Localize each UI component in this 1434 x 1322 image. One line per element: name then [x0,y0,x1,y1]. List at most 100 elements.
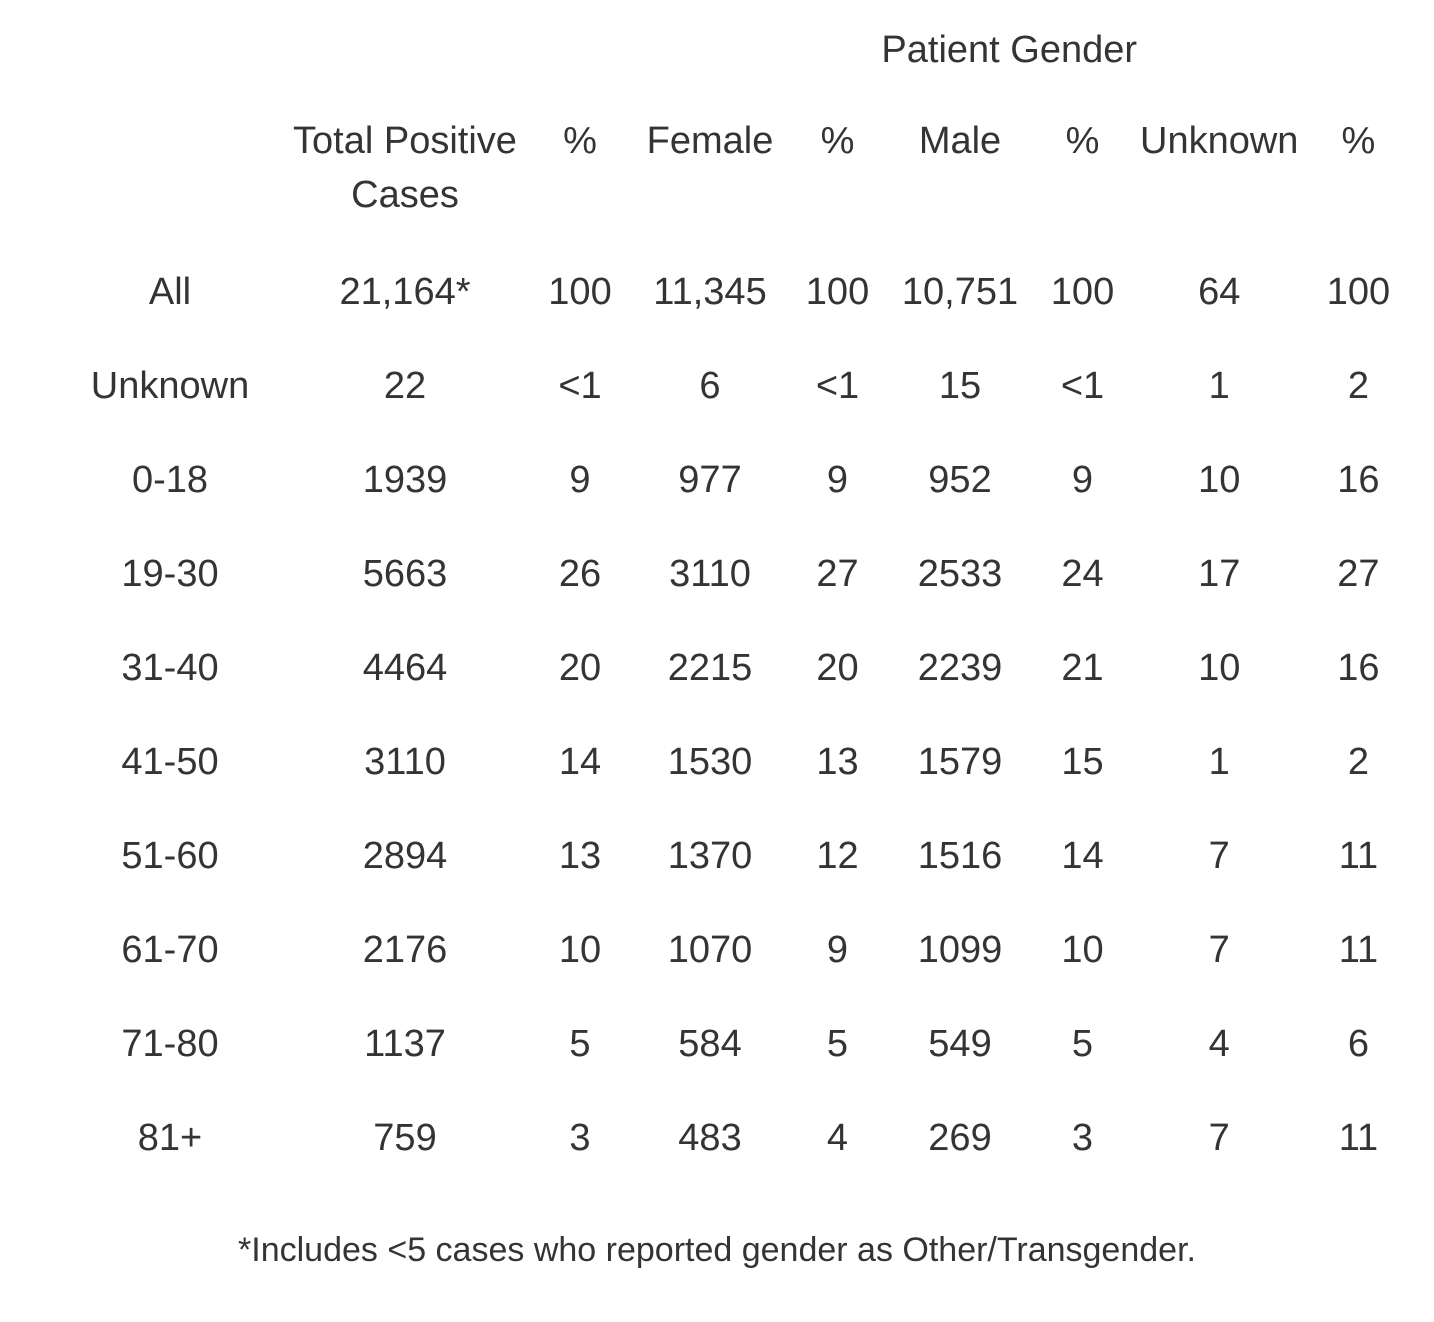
table-cell: 2239 [917,647,1003,689]
column-header-female: Female [646,120,774,162]
table-cell: 64 [1198,271,1241,313]
table-cell: 17 [1198,553,1241,595]
table-cell: 10 [1198,459,1241,501]
table-cell: 952 [928,459,992,501]
table-row: 51-60 2894 13 1370 12 1516 14 7 11 [50,809,1418,903]
table-cell: 584 [678,1023,742,1065]
table-cell: 100 [805,271,870,313]
table-cell: 21 [1061,647,1104,689]
row-label: 51-60 [121,835,219,877]
table-row: All 21,164* 100 11,345 100 10,751 100 64 100 [50,245,1418,339]
table-title: Patient Gender [881,29,1138,71]
table-cell: 1 [1208,365,1230,407]
column-header-unknown: Unknown [1140,120,1299,162]
table-cell: 549 [928,1023,992,1065]
row-label: 0-18 [131,459,209,501]
table-cell: 100 [1050,271,1115,313]
table-cell: 10 [1061,929,1104,971]
table-cell: 11,345 [653,271,767,313]
table-cell: 2176 [362,929,448,971]
table-cell: 5 [1071,1023,1094,1065]
table-cell: 2533 [917,553,1003,595]
table-header: Patient Gender Total Positive Cases % Fe… [50,0,1418,245]
table-cell: 100 [548,271,612,313]
row-label: 31-40 [121,647,219,689]
table-cell: <1 [558,365,602,407]
table-cell: 5 [826,1023,849,1065]
table-cell: 3110 [669,553,751,595]
table-cell: 16 [1337,647,1380,689]
column-header-unknown-pct: % [1341,120,1376,162]
table-cell: 1579 [917,741,1003,783]
table-cell: 13 [558,835,602,877]
table-cell: 4 [1208,1023,1230,1065]
table-row: 0-18 1939 9 977 9 952 9 10 16 [50,433,1418,527]
table-cell: 20 [816,647,859,689]
table-cell: <1 [815,365,860,407]
footnote: *Includes <5 cases who reported gender a… [238,1231,1196,1269]
table-cell: 4 [826,1117,849,1159]
row-label: 61-70 [121,929,219,971]
table-cell: 9 [1071,459,1094,501]
table-cell: 6 [699,365,721,407]
row-label: Unknown [90,365,250,407]
table-cell: 24 [1061,553,1104,595]
table-row: 71-80 1137 5 584 5 549 5 4 6 [50,997,1418,1091]
table-cell: 3 [569,1117,591,1159]
table-cell: 22 [383,365,427,407]
table-body: All 21,164* 100 11,345 100 10,751 100 64 100 Unkn… [50,245,1418,1185]
column-header-total-line2: Cases [351,174,459,216]
table-row: 41-50 3110 14 1530 13 1579 15 1 2 [50,715,1418,809]
table-cell: 15 [938,365,982,407]
table-cell: 2 [1347,741,1369,783]
table-cell: 1137 [364,1023,446,1065]
table-cell: 13 [816,741,859,783]
table-cell: 977 [678,459,742,501]
table-cell: 269 [928,1117,992,1159]
table-cell: 11 [1338,929,1379,971]
table-cell: 7 [1208,1117,1230,1159]
table-row: 19-30 5663 26 3110 27 2533 24 17 27 [50,527,1418,621]
table-cell: 27 [1337,553,1380,595]
table-row: Unknown 22 <1 6 <1 15 <1 1 2 [50,339,1418,433]
table-cell: 1070 [667,929,753,971]
table-cell: 1 [1208,741,1230,783]
table-cell: 7 [1208,929,1230,971]
table-cell: 21,164* [339,271,471,313]
table-cell: 26 [558,553,602,595]
group-header-spacer [50,0,640,114]
table-cell: 14 [558,741,602,783]
table-cell: 10 [1198,647,1241,689]
row-label: 81+ [137,1117,203,1159]
table-cell: 15 [1061,741,1104,783]
table-cell: 5663 [362,553,448,595]
table-cell: 2215 [667,647,753,689]
column-header-total-pct: % [563,120,597,162]
table-row: 31-40 4464 20 2215 20 2239 21 10 16 [50,621,1418,715]
table-cell: <1 [1060,365,1105,407]
table-cell: 9 [569,459,591,501]
column-header-total-line1: Total Positive [293,120,517,162]
table-cell: 483 [678,1117,742,1159]
column-header-male: Male [918,120,1002,162]
column-header-male-pct: % [1065,120,1100,162]
table-cell: 1370 [667,835,753,877]
table-cell: 20 [558,647,602,689]
table-cell: 1530 [667,741,753,783]
table-cell: 759 [373,1117,437,1159]
table-cell: 12 [816,835,859,877]
table-cell: 1939 [362,459,448,501]
table-cell: 7 [1208,835,1230,877]
table-cell: 16 [1337,459,1380,501]
row-label: 71-80 [121,1023,219,1065]
table-cell: 1099 [917,929,1003,971]
table-cell: 6 [1347,1023,1369,1065]
table-cell: 2894 [362,835,448,877]
row-label: 41-50 [121,741,219,783]
row-label: 19-30 [121,553,219,595]
table-cell: 100 [1326,271,1391,313]
table-cell: 3110 [364,741,446,783]
group-header-row: Patient Gender [50,0,1418,114]
table-cell: 10,751 [901,271,1019,313]
